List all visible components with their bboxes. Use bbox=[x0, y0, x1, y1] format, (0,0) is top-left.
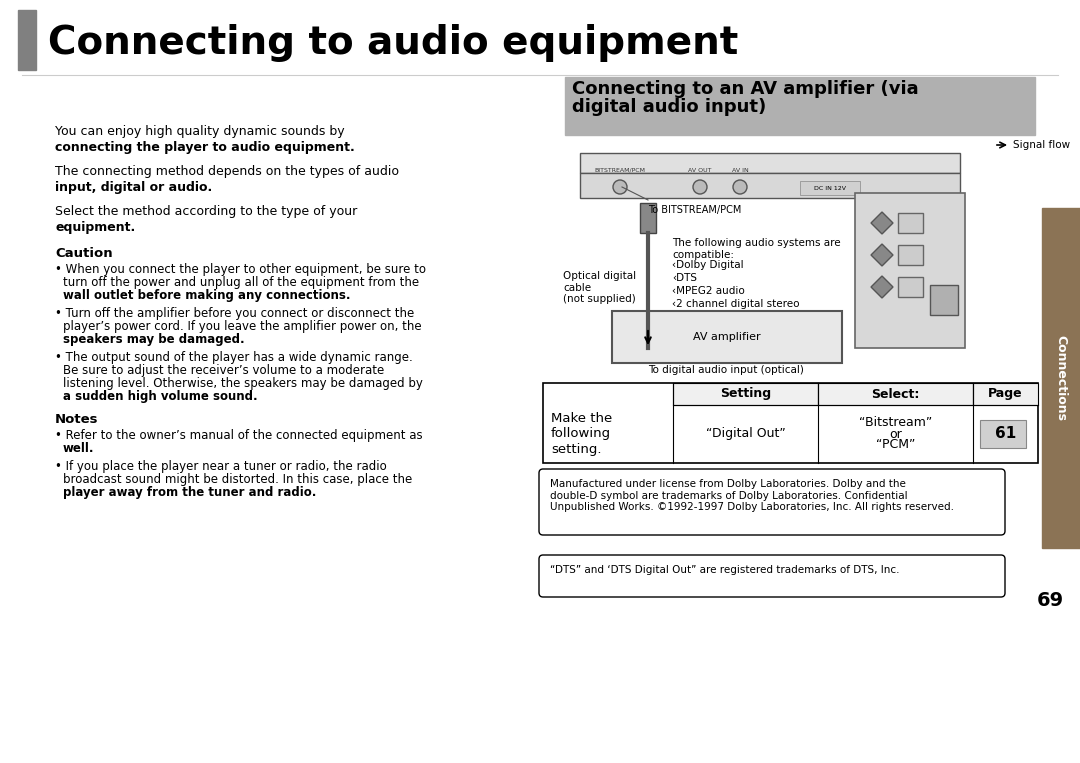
Circle shape bbox=[613, 180, 627, 194]
Text: input, digital or audio.: input, digital or audio. bbox=[55, 181, 213, 194]
Text: “Digital Out”: “Digital Out” bbox=[705, 427, 785, 440]
Text: listening level. Otherwise, the speakers may be damaged by: listening level. Otherwise, the speakers… bbox=[63, 377, 423, 390]
Bar bbox=[818, 383, 973, 405]
Bar bbox=[640, 203, 656, 233]
Text: Connecting to an AV amplifier (via: Connecting to an AV amplifier (via bbox=[572, 80, 919, 98]
Text: The connecting method depends on the types of audio: The connecting method depends on the typ… bbox=[55, 165, 399, 178]
Text: Optical digital
cable
(not supplied): Optical digital cable (not supplied) bbox=[563, 271, 636, 304]
Bar bbox=[1042, 208, 1080, 548]
Text: Caution: Caution bbox=[55, 247, 112, 260]
Text: equipment.: equipment. bbox=[55, 221, 135, 234]
Text: ‹MPEG2 audio: ‹MPEG2 audio bbox=[672, 286, 745, 296]
Text: Be sure to adjust the receiver’s volume to a moderate: Be sure to adjust the receiver’s volume … bbox=[63, 364, 384, 377]
Text: wall outlet before making any connections.: wall outlet before making any connection… bbox=[63, 289, 351, 302]
Text: AV IN: AV IN bbox=[731, 168, 748, 173]
Text: speakers may be damaged.: speakers may be damaged. bbox=[63, 333, 245, 346]
Text: Connecting to audio equipment: Connecting to audio equipment bbox=[48, 24, 739, 62]
Text: Notes: Notes bbox=[55, 413, 98, 426]
Text: You can enjoy high quality dynamic sounds by: You can enjoy high quality dynamic sound… bbox=[55, 125, 345, 138]
Polygon shape bbox=[870, 276, 893, 298]
Bar bbox=[980, 420, 1026, 448]
Bar bbox=[897, 213, 923, 233]
Text: Select:: Select: bbox=[872, 388, 920, 401]
Text: The following audio systems are
compatible:: The following audio systems are compatib… bbox=[672, 238, 840, 259]
Bar bbox=[897, 245, 923, 265]
Text: Make the
following
setting.: Make the following setting. bbox=[551, 413, 612, 456]
Text: “Bitstream”: “Bitstream” bbox=[859, 417, 932, 430]
Text: player’s power cord. If you leave the amplifier power on, the: player’s power cord. If you leave the am… bbox=[63, 320, 421, 333]
Text: Connections: Connections bbox=[1054, 335, 1067, 421]
Text: player away from the tuner and radio.: player away from the tuner and radio. bbox=[63, 486, 316, 499]
Text: “DTS” and ‘DTS Digital Out” are registered trademarks of DTS, Inc.: “DTS” and ‘DTS Digital Out” are register… bbox=[550, 565, 900, 575]
Bar bbox=[897, 277, 923, 297]
Circle shape bbox=[693, 180, 707, 194]
Polygon shape bbox=[870, 244, 893, 266]
Text: turn off the power and unplug all of the equipment from the: turn off the power and unplug all of the… bbox=[63, 276, 419, 289]
Text: To digital audio input (optical): To digital audio input (optical) bbox=[648, 365, 804, 375]
Text: “PCM”: “PCM” bbox=[876, 439, 915, 452]
Text: ‹Dolby Digital: ‹Dolby Digital bbox=[672, 260, 744, 270]
Text: well.: well. bbox=[63, 442, 95, 455]
Text: connecting the player to audio equipment.: connecting the player to audio equipment… bbox=[55, 141, 354, 154]
Text: DC IN 12V: DC IN 12V bbox=[814, 185, 846, 191]
Bar bbox=[930, 285, 958, 315]
Text: AV OUT: AV OUT bbox=[688, 168, 712, 173]
Text: Setting: Setting bbox=[720, 388, 771, 401]
Bar bbox=[612, 311, 842, 363]
Bar bbox=[973, 383, 1038, 405]
Text: Signal flow: Signal flow bbox=[1013, 140, 1070, 150]
Text: ‹DTS: ‹DTS bbox=[672, 273, 697, 283]
Circle shape bbox=[733, 180, 747, 194]
Text: 69: 69 bbox=[1037, 591, 1064, 610]
Bar bbox=[580, 153, 960, 173]
Text: Select the method according to the type of your: Select the method according to the type … bbox=[55, 205, 357, 218]
Bar bbox=[543, 383, 1038, 463]
Text: 61: 61 bbox=[995, 427, 1016, 442]
Text: • When you connect the player to other equipment, be sure to: • When you connect the player to other e… bbox=[55, 263, 426, 276]
Text: To BITSTREAM/PCM: To BITSTREAM/PCM bbox=[648, 205, 741, 215]
Text: Manufactured under license from Dolby Laboratories. Dolby and the
double-D symbo: Manufactured under license from Dolby La… bbox=[550, 479, 954, 512]
Text: • If you place the player near a tuner or radio, the radio: • If you place the player near a tuner o… bbox=[55, 460, 387, 473]
Text: • Refer to the owner’s manual of the connected equipment as: • Refer to the owner’s manual of the con… bbox=[55, 429, 422, 442]
Text: or: or bbox=[889, 427, 902, 440]
Bar bbox=[580, 173, 960, 198]
Text: ‹2 channel digital stereo: ‹2 channel digital stereo bbox=[672, 299, 799, 309]
Text: BITSTREAM/PCM: BITSTREAM/PCM bbox=[594, 168, 646, 173]
Text: broadcast sound might be distorted. In this case, place the: broadcast sound might be distorted. In t… bbox=[63, 473, 413, 486]
Text: Page: Page bbox=[988, 388, 1023, 401]
Text: a sudden high volume sound.: a sudden high volume sound. bbox=[63, 390, 258, 403]
Bar bbox=[18, 10, 36, 70]
Text: digital audio input): digital audio input) bbox=[572, 98, 766, 116]
Bar bbox=[855, 193, 966, 348]
Text: • The output sound of the player has a wide dynamic range.: • The output sound of the player has a w… bbox=[55, 351, 413, 364]
Text: AV amplifier: AV amplifier bbox=[693, 332, 760, 342]
Bar bbox=[800, 181, 860, 195]
Text: • Turn off the amplifier before you connect or disconnect the: • Turn off the amplifier before you conn… bbox=[55, 307, 415, 320]
Polygon shape bbox=[870, 212, 893, 234]
Bar bbox=[673, 383, 818, 405]
Bar bbox=[565, 77, 1035, 135]
